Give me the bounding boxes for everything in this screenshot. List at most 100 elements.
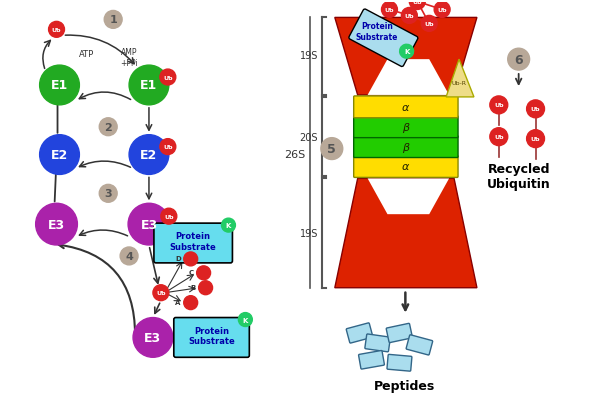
Text: K: K xyxy=(404,49,410,55)
Text: AMP
+PPi: AMP +PPi xyxy=(120,48,138,68)
FancyBboxPatch shape xyxy=(359,351,384,369)
Circle shape xyxy=(221,219,235,232)
Text: A: A xyxy=(175,299,180,305)
Circle shape xyxy=(160,139,176,155)
Text: Protein
Substrate: Protein Substrate xyxy=(188,326,235,345)
Text: 4: 4 xyxy=(125,252,133,261)
FancyBboxPatch shape xyxy=(387,354,412,371)
Circle shape xyxy=(48,22,65,38)
Text: 20S: 20S xyxy=(299,132,318,142)
Text: E2: E2 xyxy=(140,149,157,162)
Text: Ub: Ub xyxy=(163,75,172,80)
Circle shape xyxy=(40,135,79,175)
Circle shape xyxy=(197,266,211,280)
Circle shape xyxy=(184,296,198,310)
Text: 3: 3 xyxy=(105,189,112,199)
Text: β: β xyxy=(402,122,409,132)
FancyBboxPatch shape xyxy=(354,156,458,178)
Text: E2: E2 xyxy=(51,149,68,162)
Text: Ub: Ub xyxy=(385,8,394,13)
FancyBboxPatch shape xyxy=(354,117,458,139)
FancyBboxPatch shape xyxy=(365,334,390,352)
Circle shape xyxy=(400,45,414,59)
Text: Protein
Substrate: Protein Substrate xyxy=(356,22,398,41)
Text: Ub-R: Ub-R xyxy=(451,80,466,85)
Text: ATP: ATP xyxy=(79,49,94,59)
Polygon shape xyxy=(446,60,474,98)
Text: Ub: Ub xyxy=(163,145,172,150)
Text: α: α xyxy=(402,102,409,113)
Text: E3: E3 xyxy=(48,218,65,231)
Text: Recycled
Ubiquitin: Recycled Ubiquitin xyxy=(487,163,551,191)
Circle shape xyxy=(128,204,170,245)
Circle shape xyxy=(133,318,173,358)
Text: E3: E3 xyxy=(140,218,157,231)
Text: K: K xyxy=(226,223,231,228)
Circle shape xyxy=(410,0,425,11)
Polygon shape xyxy=(368,60,449,96)
Circle shape xyxy=(99,185,117,203)
Circle shape xyxy=(490,128,508,146)
Text: Ub: Ub xyxy=(425,22,434,27)
Circle shape xyxy=(120,247,138,265)
Circle shape xyxy=(99,119,117,136)
Polygon shape xyxy=(335,18,477,96)
Text: 6: 6 xyxy=(514,53,523,66)
Polygon shape xyxy=(368,179,449,215)
Text: β: β xyxy=(402,142,409,152)
FancyBboxPatch shape xyxy=(174,318,249,358)
Text: 19S: 19S xyxy=(299,51,318,61)
Circle shape xyxy=(421,16,437,32)
Text: Ub: Ub xyxy=(156,290,166,296)
Text: Peptides: Peptides xyxy=(374,379,435,392)
Circle shape xyxy=(36,204,77,245)
Text: Protein
Substrate: Protein Substrate xyxy=(170,232,217,251)
FancyBboxPatch shape xyxy=(349,10,418,67)
Text: D: D xyxy=(175,255,181,261)
Text: B: B xyxy=(190,284,195,290)
Text: Ub: Ub xyxy=(494,103,503,108)
Circle shape xyxy=(434,2,450,18)
Text: Ub: Ub xyxy=(405,14,414,19)
Text: Ub: Ub xyxy=(52,28,61,33)
Text: 26S: 26S xyxy=(284,149,305,159)
Circle shape xyxy=(129,66,169,106)
Circle shape xyxy=(321,139,343,160)
FancyBboxPatch shape xyxy=(154,224,232,263)
Text: 19S: 19S xyxy=(299,228,318,239)
Circle shape xyxy=(382,2,397,18)
Circle shape xyxy=(160,70,176,86)
Polygon shape xyxy=(335,179,477,288)
Text: Ub: Ub xyxy=(531,107,540,112)
Text: 5: 5 xyxy=(327,143,336,156)
Text: Ub: Ub xyxy=(494,135,503,140)
Text: K: K xyxy=(243,317,248,323)
Text: 2: 2 xyxy=(104,122,112,132)
Circle shape xyxy=(238,313,252,327)
Circle shape xyxy=(104,11,122,29)
Text: E1: E1 xyxy=(51,79,68,92)
FancyBboxPatch shape xyxy=(406,335,433,355)
Text: 1: 1 xyxy=(110,15,117,26)
Text: E3: E3 xyxy=(145,331,162,344)
Circle shape xyxy=(161,209,177,224)
Circle shape xyxy=(198,281,212,295)
Circle shape xyxy=(153,285,169,301)
Text: E1: E1 xyxy=(140,79,157,92)
Circle shape xyxy=(129,135,169,175)
Circle shape xyxy=(40,66,79,106)
FancyBboxPatch shape xyxy=(354,97,458,119)
Text: α: α xyxy=(402,162,409,172)
Circle shape xyxy=(490,97,508,115)
Text: Ub: Ub xyxy=(437,8,447,13)
Text: Ub: Ub xyxy=(531,137,540,142)
Text: Ub: Ub xyxy=(413,0,422,5)
Circle shape xyxy=(184,252,198,266)
Text: Ub: Ub xyxy=(164,214,174,219)
FancyBboxPatch shape xyxy=(386,324,413,343)
Circle shape xyxy=(401,9,417,24)
FancyBboxPatch shape xyxy=(354,136,458,158)
Circle shape xyxy=(526,100,544,119)
Circle shape xyxy=(508,49,529,71)
Circle shape xyxy=(526,130,544,148)
